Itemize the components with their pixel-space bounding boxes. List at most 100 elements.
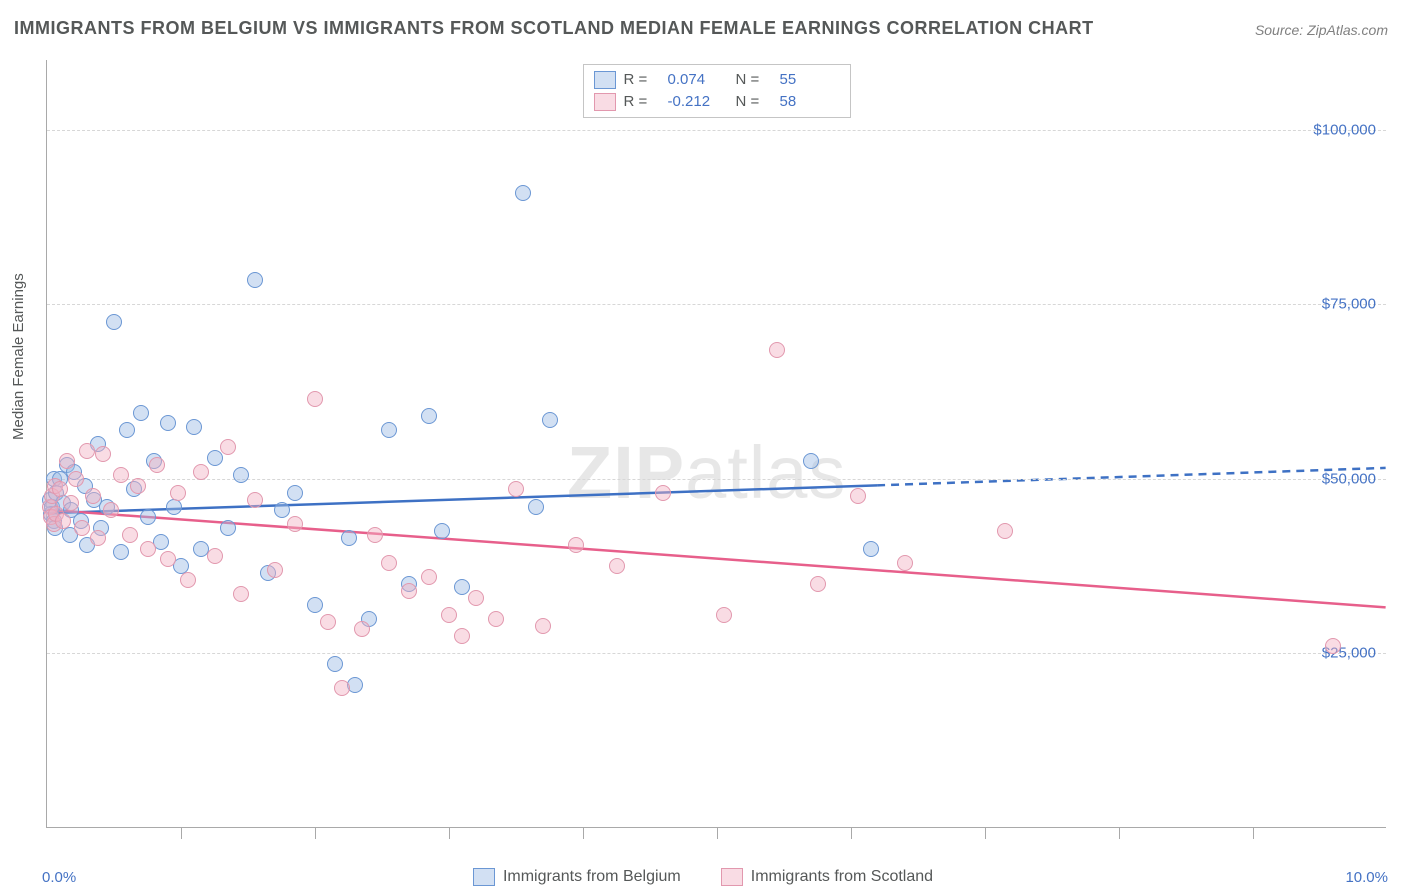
point-belgium (803, 453, 819, 469)
point-scotland (52, 481, 68, 497)
point-belgium (106, 314, 122, 330)
point-belgium (113, 544, 129, 560)
point-scotland (140, 541, 156, 557)
point-scotland (454, 628, 470, 644)
y-axis-label: Median Female Earnings (10, 273, 27, 440)
swatch-scotland (594, 93, 616, 111)
r-label: R = (624, 69, 660, 91)
point-scotland (170, 485, 186, 501)
x-tick-mark (1119, 827, 1120, 839)
source-prefix: Source: (1255, 22, 1307, 38)
point-belgium (233, 467, 249, 483)
gridline-h (47, 130, 1386, 131)
x-tick-mark (315, 827, 316, 839)
point-scotland (468, 590, 484, 606)
point-belgium (274, 502, 290, 518)
point-scotland (220, 439, 236, 455)
point-scotland (122, 527, 138, 543)
point-scotland (79, 443, 95, 459)
regression-line (877, 468, 1386, 485)
point-belgium (247, 272, 263, 288)
point-belgium (528, 499, 544, 515)
n-label: N = (736, 91, 772, 113)
n-value: 58 (780, 91, 840, 113)
point-belgium (119, 422, 135, 438)
point-scotland (897, 555, 913, 571)
point-scotland (367, 527, 383, 543)
point-scotland (63, 495, 79, 511)
watermark-bold: ZIP (567, 431, 685, 514)
source-name: ZipAtlas.com (1307, 22, 1388, 38)
point-belgium (542, 412, 558, 428)
y-tick-label: $100,000 (1313, 121, 1376, 138)
point-scotland (103, 502, 119, 518)
point-belgium (347, 677, 363, 693)
point-belgium (381, 422, 397, 438)
point-scotland (55, 513, 71, 529)
point-belgium (160, 415, 176, 431)
point-belgium (434, 523, 450, 539)
chart-title: IMMIGRANTS FROM BELGIUM VS IMMIGRANTS FR… (14, 18, 1094, 39)
point-scotland (193, 464, 209, 480)
point-belgium (307, 597, 323, 613)
point-scotland (74, 520, 90, 536)
point-scotland (160, 551, 176, 567)
point-belgium (327, 656, 343, 672)
point-belgium (287, 485, 303, 501)
point-scotland (247, 492, 263, 508)
legend-bottom: Immigrants from Belgium Immigrants from … (0, 868, 1406, 886)
point-scotland (59, 453, 75, 469)
x-tick-mark (717, 827, 718, 839)
regression-lines-layer (47, 60, 1386, 827)
point-scotland (207, 548, 223, 564)
point-belgium (863, 541, 879, 557)
point-scotland (609, 558, 625, 574)
point-belgium (207, 450, 223, 466)
gridline-h (47, 653, 1386, 654)
x-tick-mark (1253, 827, 1254, 839)
x-tick-mark (181, 827, 182, 839)
x-tick-min: 0.0% (42, 869, 76, 886)
point-belgium (341, 530, 357, 546)
point-scotland (85, 488, 101, 504)
y-tick-label: $50,000 (1322, 470, 1376, 487)
point-belgium (133, 405, 149, 421)
point-scotland (655, 485, 671, 501)
point-scotland (381, 555, 397, 571)
point-scotland (68, 471, 84, 487)
legend-stats-row-belgium: R = 0.074 N = 55 (594, 69, 840, 91)
point-belgium (421, 408, 437, 424)
x-tick-mark (583, 827, 584, 839)
r-label: R = (624, 91, 660, 113)
point-scotland (130, 478, 146, 494)
point-scotland (850, 488, 866, 504)
r-value: -0.212 (668, 91, 728, 113)
point-scotland (267, 562, 283, 578)
legend-stats-box: R = 0.074 N = 55 R = -0.212 N = 58 (583, 64, 851, 118)
x-tick-mark (851, 827, 852, 839)
point-scotland (90, 530, 106, 546)
point-scotland (508, 481, 524, 497)
legend-item-scotland: Immigrants from Scotland (721, 868, 933, 886)
point-scotland (810, 576, 826, 592)
point-belgium (186, 419, 202, 435)
swatch-belgium (594, 71, 616, 89)
point-scotland (421, 569, 437, 585)
x-tick-max: 10.0% (1345, 869, 1388, 886)
point-scotland (180, 572, 196, 588)
point-scotland (716, 607, 732, 623)
point-scotland (149, 457, 165, 473)
point-belgium (220, 520, 236, 536)
point-belgium (515, 185, 531, 201)
point-scotland (997, 523, 1013, 539)
gridline-h (47, 304, 1386, 305)
n-value: 55 (780, 69, 840, 91)
legend-item-belgium: Immigrants from Belgium (473, 868, 681, 886)
point-scotland (95, 446, 111, 462)
legend-label: Immigrants from Belgium (503, 868, 681, 886)
chart-plot-area: ZIPatlas R = 0.074 N = 55 R = -0.212 N =… (46, 60, 1386, 828)
legend-stats-row-scotland: R = -0.212 N = 58 (594, 91, 840, 113)
point-scotland (535, 618, 551, 634)
point-scotland (334, 680, 350, 696)
point-scotland (769, 342, 785, 358)
